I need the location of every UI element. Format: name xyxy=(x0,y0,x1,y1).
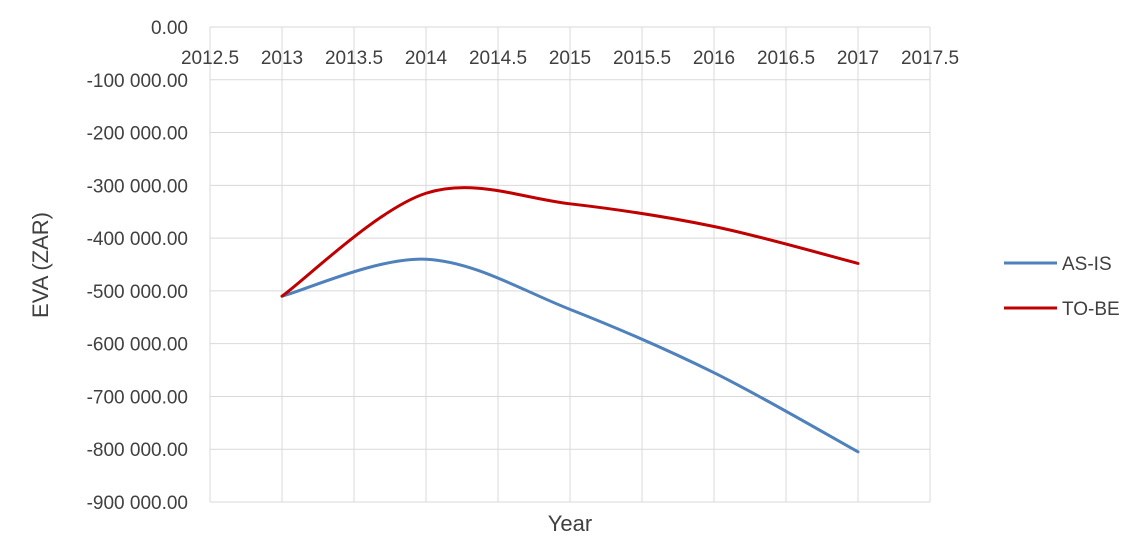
y-tick-label: 0.00 xyxy=(151,18,188,39)
y-tick-label: -300 000.00 xyxy=(87,176,188,197)
y-tick-label: -400 000.00 xyxy=(87,229,188,250)
x-tick-label: 2017.5 xyxy=(901,48,959,69)
x-tick-label: 2017 xyxy=(837,48,879,69)
y-tick-label: -100 000.00 xyxy=(87,71,188,92)
series-lines xyxy=(280,186,860,454)
x-tick-label: 2016.5 xyxy=(757,48,815,69)
y-tick-label: -500 000.00 xyxy=(87,282,188,303)
y-tick-label: -700 000.00 xyxy=(87,387,188,408)
x-tick-label: 2016 xyxy=(693,48,735,69)
x-tick-label: 2013 xyxy=(261,48,303,69)
series-line-to-be xyxy=(280,186,860,298)
series-line-as-is xyxy=(280,257,860,454)
legend-label-to-be: TO-BE xyxy=(1062,299,1120,320)
y-tick-label: -600 000.00 xyxy=(87,335,188,356)
legend: AS-IS TO-BE xyxy=(1004,254,1120,320)
y-tick-label: -800 000.00 xyxy=(87,440,188,461)
gridlines xyxy=(209,26,931,503)
x-tick-label: 2015 xyxy=(549,48,591,69)
legend-label-as-is: AS-IS xyxy=(1062,254,1112,275)
x-tick-label: 2015.5 xyxy=(613,48,671,69)
y-axis-title: EVA (ZAR) xyxy=(28,212,53,318)
y-tick-label: -900 000.00 xyxy=(87,493,188,514)
x-axis-title: Year xyxy=(548,511,592,536)
x-tick-label: 2013.5 xyxy=(325,48,383,69)
y-tick-label: -200 000.00 xyxy=(87,124,188,145)
x-tick-label: 2014.5 xyxy=(469,48,527,69)
x-tick-labels: 2012.5 2013 2013.5 2014 2014.5 2015 2015.5 2016… xyxy=(181,48,959,69)
y-tick-labels: 0.00 -100 000.00 -200 000.00 -300 000.00 -40… xyxy=(87,18,188,514)
x-tick-label: 2014 xyxy=(405,48,448,69)
x-tick-label: 2012.5 xyxy=(181,48,239,69)
